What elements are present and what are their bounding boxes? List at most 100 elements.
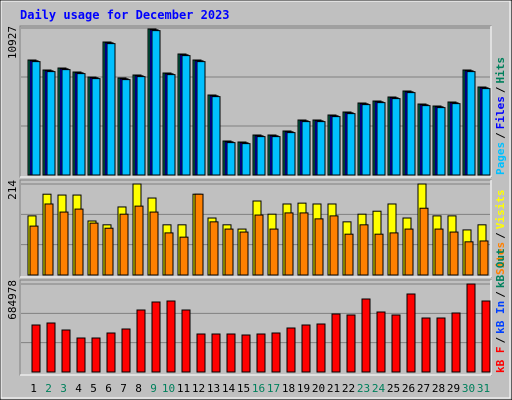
bar	[151, 30, 161, 176]
legend-entry: Pages	[494, 142, 507, 175]
bar	[316, 121, 326, 176]
x-tick-label: 20	[312, 382, 325, 395]
x-tick-label: 5	[90, 382, 97, 395]
bar	[271, 332, 281, 373]
legend-entry: Hits	[494, 57, 507, 84]
bar	[211, 333, 221, 373]
legend-separator: /	[494, 132, 507, 139]
bar	[436, 317, 446, 373]
y-tick-label: 684978	[6, 280, 19, 320]
bar	[211, 96, 221, 176]
bar	[74, 208, 84, 276]
bar	[196, 61, 206, 176]
x-tick-label: 1	[30, 382, 37, 395]
bar	[241, 334, 251, 373]
bar	[151, 301, 161, 373]
bar	[374, 233, 384, 276]
x-tick-label: 13	[207, 382, 220, 395]
bar	[44, 203, 54, 276]
x-tick-label: 14	[222, 382, 236, 395]
y-tick-label: 214	[6, 180, 19, 200]
bar	[256, 136, 266, 176]
bar	[421, 317, 431, 373]
bar	[406, 92, 416, 176]
bar	[346, 113, 356, 176]
legend-entry: Files	[494, 96, 507, 129]
x-tick-label: 2	[45, 382, 52, 395]
x-tick-label: 28	[432, 382, 445, 395]
bar	[106, 43, 116, 176]
x-tick-label: 8	[135, 382, 142, 395]
legend: Sites / Visits	[494, 190, 507, 276]
bar	[284, 212, 294, 276]
bar	[451, 312, 461, 373]
bar	[449, 231, 459, 276]
bar	[376, 311, 386, 373]
bar	[466, 283, 476, 373]
legend-separator: /	[494, 337, 507, 344]
bar	[226, 333, 236, 373]
bar	[209, 221, 219, 276]
bar	[61, 69, 71, 176]
bar	[256, 333, 266, 373]
legend-separator: /	[494, 86, 507, 93]
x-tick-label: 26	[402, 382, 415, 395]
x-tick-label: 18	[282, 382, 295, 395]
bar	[329, 215, 339, 276]
bar	[376, 102, 386, 176]
bar	[224, 228, 234, 276]
bar	[61, 329, 71, 373]
bar	[241, 143, 251, 176]
bar	[301, 324, 311, 373]
bar	[419, 207, 429, 276]
bar	[391, 98, 401, 176]
bar	[434, 228, 444, 276]
x-tick-label: 29	[447, 382, 460, 395]
bar	[59, 211, 69, 276]
bar	[361, 104, 371, 176]
bar	[389, 232, 399, 276]
legend-entry: kB In	[494, 301, 507, 334]
bar	[344, 233, 354, 276]
bar	[479, 240, 489, 276]
legend-separator: /	[494, 232, 507, 239]
plot-area	[19, 279, 492, 376]
x-tick-label: 27	[417, 382, 430, 395]
x-tick-label: 10	[162, 382, 175, 395]
bar	[466, 71, 476, 176]
x-tick-label: 17	[267, 382, 280, 395]
bar	[331, 313, 341, 373]
bar	[299, 212, 309, 276]
bar	[136, 309, 146, 373]
bar	[359, 224, 369, 276]
x-tick-label: 21	[327, 382, 340, 395]
x-tick-label: 23	[357, 382, 370, 395]
bar	[481, 300, 491, 373]
chart-title: Daily usage for December 2023	[20, 8, 230, 22]
bar	[464, 241, 474, 276]
x-tick-label: 3	[60, 382, 67, 395]
x-tick-label: 7	[120, 382, 127, 395]
bar	[421, 105, 431, 176]
bar	[166, 74, 176, 176]
bar	[404, 228, 414, 276]
legend-entry: kB F	[494, 347, 507, 374]
x-tick-label: 4	[75, 382, 82, 395]
bar	[121, 79, 131, 176]
legend-entry: kB Out	[494, 248, 507, 288]
x-tick-label: 15	[237, 382, 250, 395]
bar	[89, 222, 99, 276]
bar	[91, 337, 101, 373]
x-tick-label: 25	[387, 382, 400, 395]
x-tick-label: 19	[297, 382, 310, 395]
bar	[104, 227, 114, 276]
x-tick-label: 16	[252, 382, 265, 395]
legend-separator: /	[494, 291, 507, 298]
legend-entry: Visits	[494, 190, 507, 230]
bar	[134, 205, 144, 276]
bar	[271, 136, 281, 176]
bar	[226, 142, 236, 176]
